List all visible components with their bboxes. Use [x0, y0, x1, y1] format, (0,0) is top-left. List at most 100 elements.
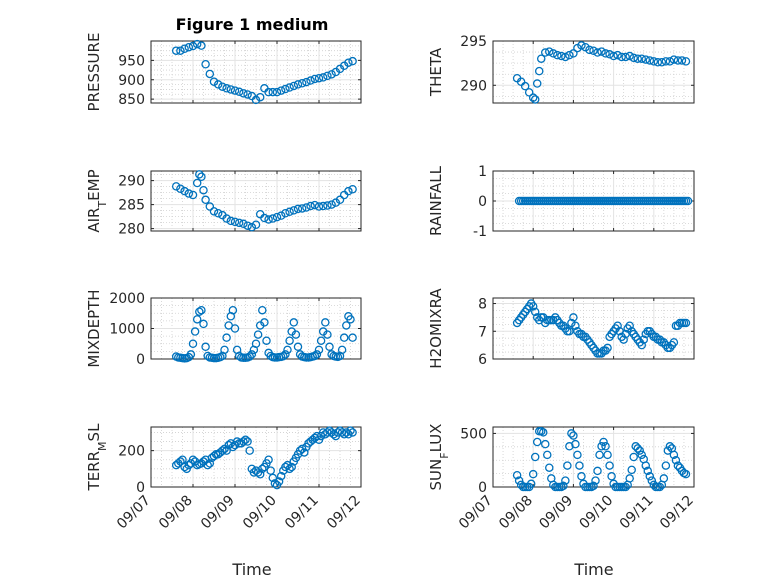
- data-point: [197, 172, 206, 182]
- data-point: [342, 321, 351, 330]
- data-point: [310, 200, 320, 210]
- data-point: [255, 92, 265, 102]
- data-point: [302, 77, 311, 87]
- data-point: [681, 469, 691, 479]
- data-point: [571, 439, 580, 449]
- y-tick-label: 8: [478, 297, 487, 313]
- data-point: [567, 429, 576, 438]
- data-point: [176, 457, 185, 466]
- data-point: [209, 207, 219, 216]
- y-axis-label: PRESSURE: [85, 33, 103, 112]
- data-point: [545, 463, 554, 472]
- data-point: [228, 442, 238, 452]
- data-point: [186, 350, 196, 359]
- data-point: [239, 89, 248, 98]
- data-point: [201, 60, 210, 69]
- y-tick-label: 295: [460, 34, 487, 50]
- data-point: [264, 455, 273, 464]
- data-point: [247, 350, 257, 359]
- data-point: [561, 476, 570, 485]
- data-point: [625, 474, 634, 483]
- data-point: [528, 469, 538, 479]
- data-point: [331, 198, 341, 207]
- data-point: [663, 446, 673, 455]
- data-point: [677, 56, 687, 65]
- data-point: [222, 214, 231, 223]
- data-point: [613, 321, 622, 330]
- data-point: [180, 186, 189, 196]
- data-point: [232, 437, 242, 446]
- data-point: [226, 85, 236, 94]
- data-point: [520, 81, 530, 91]
- data-point: [665, 57, 675, 66]
- data-point: [681, 57, 691, 66]
- data-point: [243, 90, 252, 99]
- data-point: [205, 69, 215, 79]
- data-point: [639, 335, 649, 344]
- data-point: [188, 41, 198, 51]
- data-point: [599, 437, 608, 447]
- data-point: [201, 342, 210, 352]
- subplot-3: 280 285 290 AIRTEMP: [85, 169, 362, 238]
- data-point: [226, 216, 236, 226]
- data-point: [176, 184, 185, 194]
- data-point: [669, 338, 679, 347]
- y-tick-label: 200: [118, 444, 145, 460]
- data-point: [195, 307, 204, 316]
- data-point: [539, 428, 548, 437]
- data-point: [348, 333, 357, 342]
- data-point: [563, 461, 572, 470]
- data-point: [222, 446, 231, 455]
- data-point: [597, 47, 606, 56]
- data-point: [327, 70, 336, 79]
- data-point: [224, 440, 233, 450]
- data-point: [230, 324, 240, 333]
- data-point: [661, 57, 671, 66]
- data-point: [659, 474, 669, 483]
- data-point: [621, 482, 630, 492]
- data-point: [306, 76, 315, 85]
- data-point: [321, 318, 330, 327]
- y-axis-label: AIRTEMP: [85, 169, 109, 232]
- data-point: [637, 340, 646, 350]
- data-point: [197, 41, 206, 50]
- data-point: [218, 82, 227, 91]
- y-tick-label: 950: [118, 53, 145, 69]
- data-point: [188, 339, 198, 348]
- data-point: [627, 465, 636, 475]
- data-point: [528, 93, 538, 102]
- data-point: [589, 481, 598, 491]
- data-point: [234, 87, 244, 97]
- data-point: [318, 73, 328, 82]
- data-point: [184, 189, 194, 198]
- data-point: [258, 305, 267, 315]
- data-point: [549, 49, 558, 58]
- y-tick-label: 0: [478, 194, 487, 210]
- y-tick-label: -1: [473, 224, 487, 240]
- data-point: [526, 479, 536, 489]
- y-tick-label: 6: [478, 352, 487, 368]
- data-point: [323, 330, 332, 339]
- data-point: [180, 462, 189, 472]
- data-point: [258, 464, 267, 474]
- data-point: [645, 472, 655, 481]
- data-point: [276, 86, 286, 95]
- data-point: [289, 318, 299, 327]
- data-point: [285, 464, 294, 474]
- data-point: [213, 80, 223, 89]
- data-point: [577, 472, 586, 481]
- data-point: [213, 208, 223, 218]
- data-point: [222, 333, 231, 342]
- data-point: [571, 321, 580, 330]
- data-point: [184, 460, 194, 470]
- data-point: [306, 201, 315, 211]
- data-point: [192, 39, 202, 49]
- data-point: [671, 455, 681, 465]
- data-point: [601, 442, 610, 451]
- data-point: [633, 54, 642, 63]
- y-axis-label: MIXDEPTH: [85, 289, 103, 367]
- data-point: [201, 195, 210, 205]
- y-tick-label: 285: [118, 198, 145, 214]
- data-point: [344, 58, 353, 67]
